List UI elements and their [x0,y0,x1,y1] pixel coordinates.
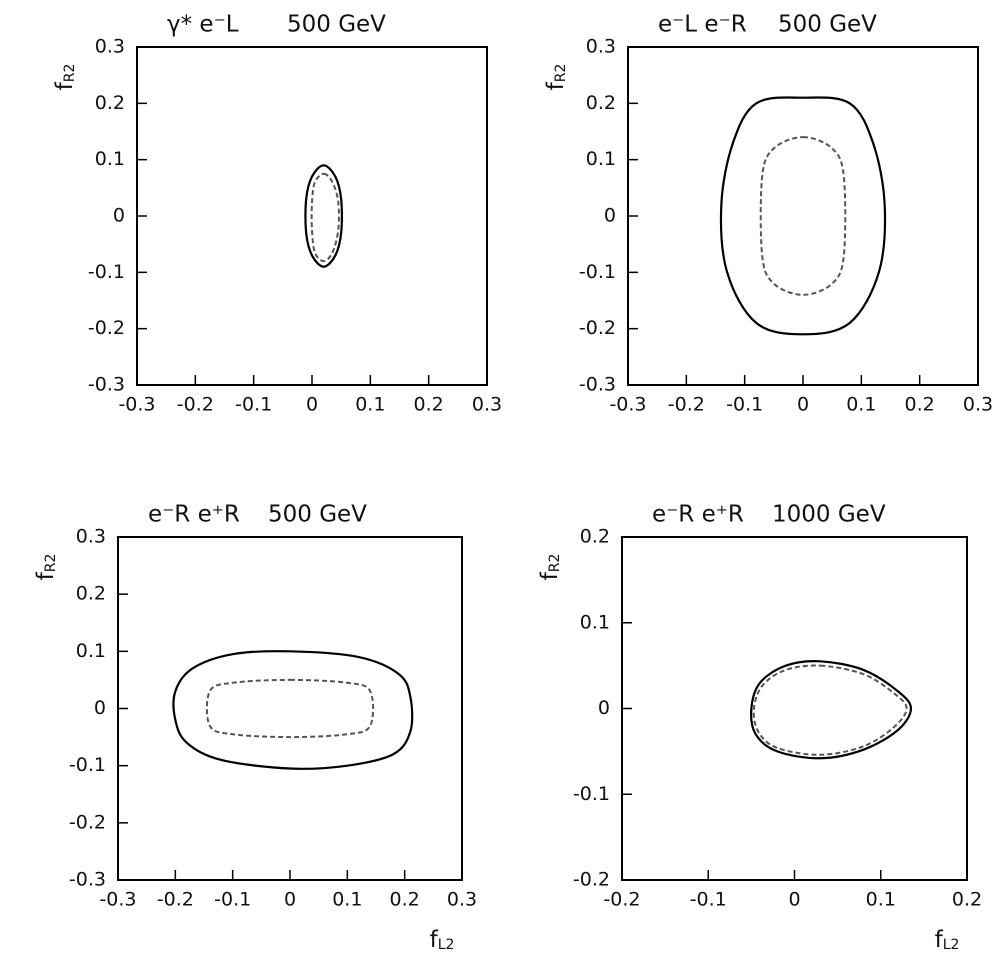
x-tick-label: -0.3 [118,394,155,416]
x-tick-label: -0.3 [99,889,136,911]
panel-energy: 500 GeV [268,502,367,528]
y-tick-label: 0.2 [76,583,106,605]
y-tick-label: -0.2 [69,811,106,833]
x-tick-label: 0.3 [472,394,502,416]
panel-energy: 1000 GeV [772,502,886,528]
y-tick-label: -0.1 [88,261,125,283]
y-tick-label: 0.3 [95,36,125,58]
x-axis-label-sub: L2 [943,937,960,953]
panel-title: e⁻L e⁻R [658,12,747,38]
y-axis-label: fR2 [543,64,570,91]
x-tick-label: 0.3 [447,889,477,911]
y-tick-label: 0 [113,205,125,227]
y-tick-label: 0.1 [76,640,106,662]
panel-title: e⁻R e⁺R [652,502,744,528]
panel: e⁻R e⁺R 500 GeV -0.3 -0.2 -0.1 0 0.1 0.2 0.3 -0.3… [33,502,478,954]
panel: γ* e⁻L 500 GeV-0.3 -0.2 -0.1 0 0.1 0.2 0.3-0.3-… [52,12,503,416]
y-tick-label: -0.1 [69,754,106,776]
panel-title: γ* e⁻L [167,12,239,38]
x-tick-label: -0.1 [214,889,251,911]
x-axis-label: fL2 [935,927,960,954]
y-tick-label: -0.3 [579,374,616,396]
y-axis-label-sub: R2 [62,64,78,83]
x-tick-label: 0 [306,394,318,416]
panel: e⁻L e⁻R 500 GeV -0.3 -0.2 -0.1 0 0.1 0.2 0.3 -0.3… [543,12,994,416]
contour-line [172,650,414,770]
y-tick-label: 0.1 [580,611,610,633]
y-tick-label: 0 [94,697,106,719]
y-tick-label: 0 [598,697,610,719]
y-tick-label: 0.1 [586,148,616,170]
x-axis-label-main: f [430,927,439,953]
x-tick-label: -0.1 [235,394,272,416]
x-tick-label: 0.2 [414,394,444,416]
contour-line [750,660,913,760]
x-axis-label-main: f [935,927,944,953]
panel-energy: 500 GeV [287,12,386,38]
x-tick-label: 0 [797,394,809,416]
y-tick-label: -0.2 [88,317,125,339]
y-tick-label: -0.3 [88,374,125,396]
y-tick-label: 0.3 [76,526,106,548]
y-axis-label-sub: R2 [547,554,563,573]
x-tick-label: -0.2 [177,394,214,416]
y-tick-label: -0.1 [579,261,616,283]
y-axis-label-main: f [33,571,59,580]
x-tick-label: 0 [788,889,800,911]
contour-line [304,164,343,268]
x-tick-label: 0.1 [846,394,876,416]
y-tick-label: -0.1 [573,783,610,805]
x-tick-label: 0.2 [952,889,982,911]
y-axis-label-main: f [543,81,569,90]
y-tick-label: 0.2 [586,92,616,114]
x-tick-label: -0.2 [603,889,640,911]
y-tick-label: -0.3 [69,869,106,891]
x-axis-label-sub: L2 [438,937,455,953]
x-tick-label: -0.2 [157,889,194,911]
x-tick-label: 0.3 [963,394,993,416]
contour-line [719,96,887,336]
x-tick-label: 0.1 [355,394,385,416]
y-axis-label: fR2 [33,554,60,581]
x-tick-label: 0 [284,889,296,911]
x-tick-label: 0.2 [905,394,935,416]
contour-line [752,664,908,756]
y-axis-label-main: f [52,81,78,90]
y-tick-label: 0.2 [580,526,610,548]
y-tick-label: 0.2 [95,92,125,114]
y-axis-label-sub: R2 [43,554,59,573]
x-tick-label: -0.1 [726,394,763,416]
y-axis-label: fR2 [52,64,79,91]
x-tick-label: -0.1 [690,889,727,911]
plot-frame [117,536,463,881]
x-axis-label: fL2 [430,927,455,954]
y-axis-label-sub: R2 [553,64,569,83]
y-tick-label: -0.2 [579,317,616,339]
x-tick-label: 0.2 [390,889,420,911]
y-axis-label: fR2 [537,554,564,581]
panel-title: e⁻R e⁺R [148,502,240,528]
y-tick-label: -0.2 [573,869,610,891]
x-tick-label: -0.2 [668,394,705,416]
contour-line [205,678,375,739]
y-tick-label: 0 [604,205,616,227]
plot-frame [621,536,968,881]
x-tick-label: 0.1 [866,889,896,911]
x-tick-label: -0.3 [609,394,646,416]
panel-energy: 500 GeV [778,12,877,38]
panel: e⁻R e⁺R 1000 GeV -0.2 -0.1 0 0.1 0.2 -0.2 -0.1 0 0… [537,502,983,954]
contour-line [310,172,340,263]
y-tick-label: 0.1 [95,148,125,170]
contour-line [759,136,847,296]
y-tick-label: 0.3 [586,36,616,58]
x-tick-label: 0.1 [332,889,362,911]
y-axis-label-main: f [537,571,563,580]
